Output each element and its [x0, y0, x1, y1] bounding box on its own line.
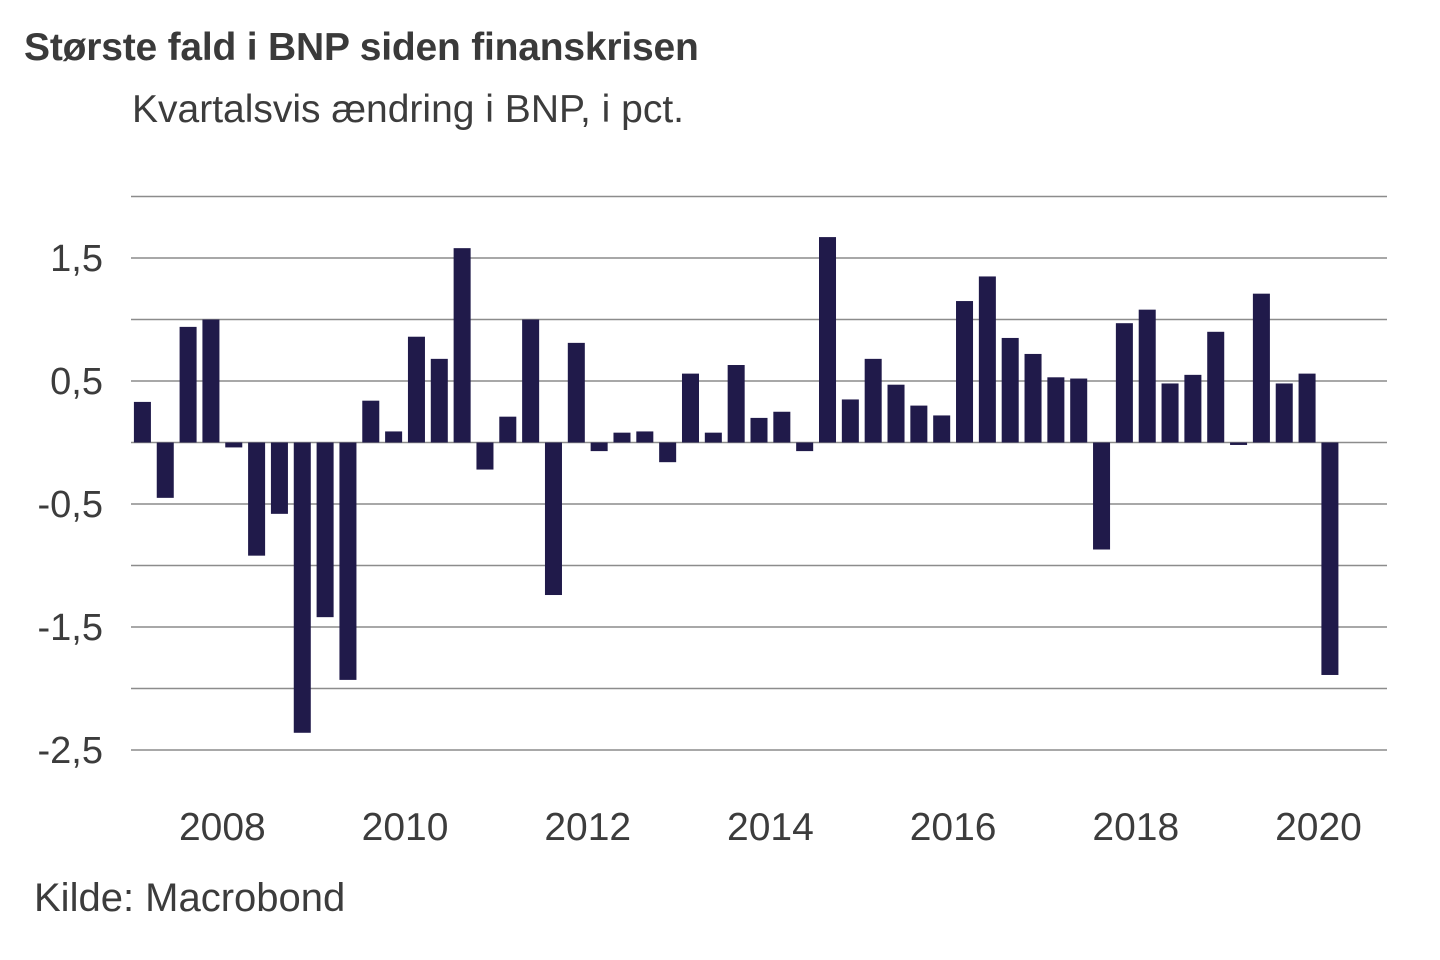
bar-2018Q4	[1161, 383, 1179, 443]
y-axis-ticks: 1,5 0,5 -0,5 -1,5 -2,5	[38, 238, 103, 772]
y-tick-label: -0,5	[38, 484, 103, 526]
bar-2019Q1	[1184, 374, 1202, 443]
bar-2015Q2	[841, 399, 859, 443]
bar-2017Q1	[1001, 337, 1019, 443]
bar-2018Q1	[1093, 442, 1111, 550]
bar-2019Q2	[1207, 331, 1225, 443]
bar-2014Q2	[750, 417, 768, 443]
bar-2017Q2	[1024, 353, 1042, 443]
bar-2012Q2	[567, 342, 585, 443]
bar-2009Q4	[339, 442, 357, 680]
bar-2014Q1	[727, 365, 745, 443]
y-tick-label: -1,5	[38, 607, 103, 649]
bar-2012Q1	[544, 442, 562, 596]
bar-2019Q4	[1252, 293, 1270, 443]
bars	[133, 237, 1339, 733]
bar-2008Q4	[248, 442, 266, 556]
x-tick-label: 2014	[727, 806, 814, 849]
x-tick-label: 2012	[544, 806, 631, 849]
bar-2007Q4	[156, 442, 174, 498]
bar-2015Q3	[864, 358, 882, 443]
bar-2011Q1	[453, 248, 471, 443]
chart-subtitle: Kvartalsvis ændring i BNP, i pct.	[132, 88, 684, 131]
bar-2013Q3	[681, 373, 699, 443]
bar-2012Q4	[613, 432, 631, 443]
bar-2015Q4	[887, 384, 905, 443]
bar-2019Q3	[1230, 442, 1248, 445]
x-tick-label: 2008	[179, 806, 266, 849]
bar-2016Q4	[978, 276, 996, 443]
bar-2011Q2	[476, 442, 494, 470]
x-tick-label: 2016	[910, 806, 997, 849]
bar-2017Q3	[1047, 377, 1065, 443]
y-tick-label: 1,5	[50, 238, 103, 280]
bar-2016Q2	[933, 415, 951, 443]
bar-2014Q3	[773, 411, 791, 443]
x-axis-ticks: 2008 2010 2012 2014 2016 2018 2020	[179, 806, 1362, 849]
bar-2013Q4	[704, 432, 722, 443]
bar-2008Q3	[225, 442, 243, 448]
chart-title: Største fald i BNP siden finanskrisen	[24, 26, 699, 69]
bar-2018Q3	[1138, 309, 1156, 443]
bar-2008Q1	[179, 326, 197, 443]
bar-2010Q1	[362, 400, 380, 443]
y-tick-label: -2,5	[38, 730, 103, 772]
bar-2010Q2	[385, 431, 403, 443]
bar-2011Q3	[499, 416, 517, 443]
bar-2017Q4	[1070, 378, 1088, 443]
bar-2009Q3	[316, 442, 334, 618]
bar-2014Q4	[796, 442, 814, 452]
bar-2015Q1	[819, 237, 837, 443]
bar-2009Q1	[270, 442, 288, 514]
bar-2012Q3	[590, 442, 608, 452]
bar-2010Q3	[407, 336, 425, 443]
x-tick-label: 2018	[1092, 806, 1179, 849]
bar-2008Q2	[202, 319, 220, 443]
bar-2016Q1	[910, 405, 928, 443]
bar-2020Q3	[1321, 442, 1339, 675]
x-tick-label: 2020	[1275, 806, 1362, 849]
y-tick-label: 0,5	[50, 361, 103, 403]
bar-2011Q4	[522, 319, 540, 443]
bar-2009Q2	[293, 442, 311, 733]
bar-2013Q2	[659, 442, 677, 463]
bar-2020Q1	[1275, 383, 1293, 443]
x-tick-label: 2010	[362, 806, 449, 849]
bar-2010Q4	[430, 358, 448, 443]
bar-2018Q2	[1115, 323, 1133, 443]
bar-2020Q2	[1298, 373, 1316, 443]
source-note: Kilde: Macrobond	[34, 876, 346, 920]
bar-2007Q3	[133, 401, 151, 443]
bar-2013Q1	[636, 431, 654, 443]
bar-2016Q3	[956, 301, 974, 443]
